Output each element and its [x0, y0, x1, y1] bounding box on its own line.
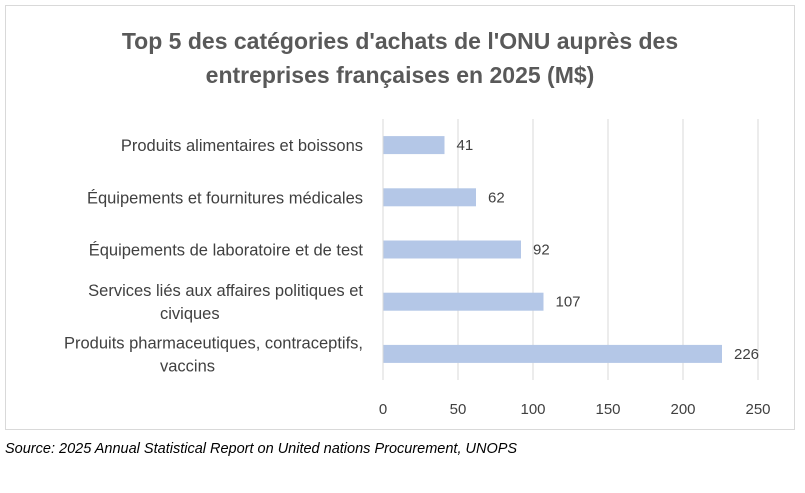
category-label: civiques: [160, 305, 220, 323]
bar: [383, 188, 476, 207]
x-tick-label: 250: [745, 401, 770, 418]
category-label: Produits alimentaires et boissons: [121, 137, 363, 155]
category-label: Équipements et fournitures médicales: [87, 188, 363, 207]
data-label: 92: [533, 242, 550, 259]
bar: [383, 136, 445, 155]
x-tick-label: 200: [670, 401, 695, 418]
category-label: Produits pharmaceutiques, contraceptifs,: [64, 334, 363, 352]
bar: [383, 292, 544, 311]
x-tick-label: 150: [595, 401, 620, 418]
data-label: 226: [734, 346, 759, 363]
x-tick-label: 50: [450, 401, 467, 418]
category-label: Équipements de laboratoire et de test: [89, 241, 364, 260]
x-tick-label: 0: [379, 401, 387, 418]
category-label: Services liés aux affaires politiques et: [88, 282, 363, 300]
data-label: 62: [488, 189, 505, 206]
chart-title-line-1: Top 5 des catégories d'achats de l'ONU a…: [121, 28, 679, 54]
bar: [383, 344, 722, 363]
category-label: vaccins: [160, 357, 215, 375]
source-note: Source: 2025 Annual Statistical Report o…: [5, 441, 518, 457]
chart-title-line-2: entreprises françaises en 2025 (M$): [205, 62, 595, 88]
data-label: 41: [457, 137, 474, 154]
chart-title: Top 5 des catégories d'achats de l'ONU a…: [0, 24, 800, 92]
x-tick-label: 100: [520, 401, 545, 418]
bar: [383, 240, 521, 259]
data-label: 107: [556, 294, 581, 311]
